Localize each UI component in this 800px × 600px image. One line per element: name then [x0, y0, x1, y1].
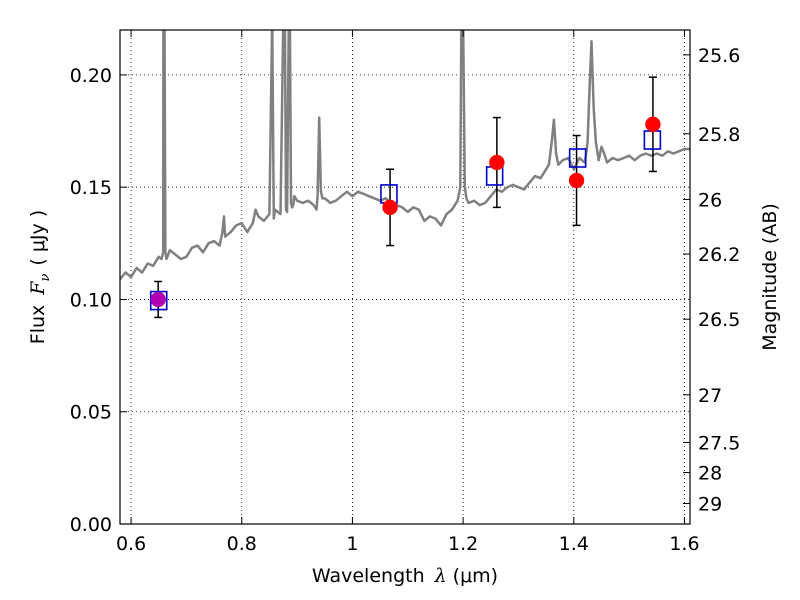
- photometry-markers: [150, 116, 661, 308]
- y-tick-label: 0.05: [70, 402, 112, 424]
- y-tick-label: 0.20: [70, 65, 112, 87]
- y-axis-label-symbol: F: [27, 281, 49, 296]
- x-tick-label: 0.6: [116, 533, 146, 555]
- y2-ticks: 25.6 25.8 26 26.2 26.5 27 27.5 28 29: [683, 45, 740, 516]
- plot-background: [120, 30, 690, 524]
- y2-tick-label: 26.5: [698, 309, 740, 331]
- x-axis-label-unit: (μm): [453, 565, 498, 587]
- model-point-square: [568, 148, 587, 168]
- y-ticks: 0.00 0.05 0.10 0.15 0.20: [70, 65, 127, 536]
- photometry-point: [382, 199, 398, 216]
- x-tick-label: 1.6: [669, 533, 699, 555]
- photometry-point: [645, 116, 661, 133]
- y2-tick-label: 29: [698, 494, 722, 516]
- x-axis-label: Wavelength λ (μm): [312, 565, 498, 587]
- x-tick-label: 1: [346, 533, 358, 555]
- y-axis-label-unit: ( μJy ): [27, 210, 49, 266]
- plot-area: [120, 30, 690, 319]
- photometry-point: [489, 154, 505, 171]
- x-ticks: 0.6 0.8 1 1.2 1.4 1.6: [116, 30, 700, 555]
- y-tick-label: 0.10: [70, 289, 112, 311]
- x-tick-label: 1.2: [448, 533, 478, 555]
- y2-tick-label: 26: [698, 189, 722, 211]
- x-tick-label: 1.4: [559, 533, 589, 555]
- y-axis-label-text: Flux: [27, 305, 49, 345]
- y2-tick-label: 25.8: [698, 124, 740, 146]
- x-axis-label-symbol: λ: [434, 565, 447, 587]
- y-axis-label: Flux Fν ( μJy ): [27, 210, 53, 344]
- y2-tick-label: 26.2: [698, 244, 740, 266]
- y-axis-label-subscript: ν: [38, 274, 53, 282]
- x-tick-label: 0.8: [227, 533, 257, 555]
- y2-tick-label: 25.6: [698, 45, 740, 67]
- plot-frame: [119, 29, 691, 525]
- y-tick-label: 0.15: [70, 177, 112, 199]
- photometry-point: [150, 291, 166, 308]
- y2-tick-label: 27: [698, 385, 722, 407]
- x-axis-label-text: Wavelength: [312, 565, 425, 587]
- y2-axis-label: Magnitude (AB): [759, 203, 781, 351]
- y2-tick-label: 28: [698, 463, 722, 485]
- photometry-point: [568, 172, 585, 189]
- y2-tick-label: 27.5: [698, 432, 740, 454]
- y-tick-label: 0.00: [70, 514, 112, 536]
